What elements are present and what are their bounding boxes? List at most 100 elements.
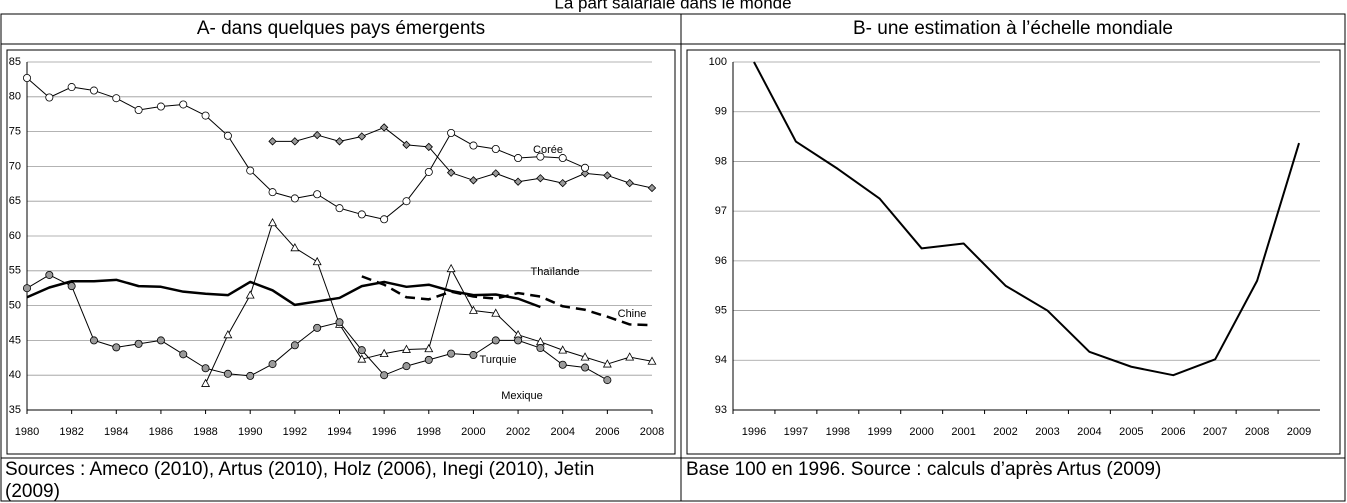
marker [491, 336, 500, 345]
chart-frame [6, 49, 676, 455]
y-tick-label: 93 [715, 404, 727, 416]
source-note: Base 100 en 1996. Source : calculs d’apr… [686, 459, 1162, 480]
panel-header: A- dans quelques pays émergents [196, 18, 486, 39]
marker [514, 336, 523, 345]
marker [313, 130, 322, 140]
marker [536, 344, 545, 353]
y-tick-label: 70 [9, 160, 21, 172]
x-tick-label: 1996 [372, 426, 396, 438]
marker [313, 323, 322, 332]
marker [268, 137, 277, 146]
series-label: Thaïlande [531, 266, 580, 278]
marker [380, 215, 389, 224]
x-tick-label: 2006 [595, 426, 619, 438]
marker [536, 152, 545, 161]
marker [335, 318, 344, 327]
y-tick-label: 75 [9, 126, 21, 138]
x-tick-label: 2002 [993, 426, 1017, 438]
marker [223, 369, 232, 378]
marker [268, 217, 278, 227]
chart-frame [686, 49, 1341, 455]
marker [22, 74, 31, 83]
y-tick-label: 35 [9, 404, 21, 416]
marker [112, 94, 121, 103]
y-tick-label: 80 [9, 91, 21, 103]
y-tick-label: 40 [9, 369, 21, 381]
y-tick-label: 100 [709, 56, 727, 68]
marker [156, 336, 165, 345]
x-tick-label: 2000 [461, 426, 485, 438]
y-tick-label: 85 [9, 56, 21, 68]
x-tick-label: 1980 [15, 426, 39, 438]
source-note: Sources : Ameco (2010), Artus (2010), Ho… [5, 459, 595, 502]
marker [312, 256, 322, 266]
marker [424, 343, 434, 353]
marker [45, 270, 54, 279]
y-tick-label: 98 [715, 155, 727, 167]
marker [536, 174, 545, 183]
marker [156, 102, 165, 111]
x-tick-label: 2007 [1203, 426, 1227, 438]
series-line [361, 275, 653, 327]
marker [246, 371, 255, 380]
marker [290, 341, 299, 350]
marker [446, 168, 456, 177]
series-label: Mexique [501, 390, 543, 402]
marker [223, 329, 233, 339]
marker [558, 360, 567, 369]
x-tick-label: 1999 [868, 426, 892, 438]
x-tick-label: 2000 [909, 426, 933, 438]
marker [357, 210, 366, 219]
marker [602, 359, 612, 368]
series-label: Chine [618, 308, 647, 320]
marker [134, 106, 143, 115]
x-tick-label: 2001 [951, 426, 975, 438]
marker [447, 128, 456, 137]
y-tick-label: 50 [9, 300, 21, 312]
marker [468, 305, 478, 314]
marker [514, 154, 523, 163]
x-tick-label: 1992 [283, 426, 307, 438]
x-tick-label: 2008 [640, 426, 664, 438]
marker [580, 352, 590, 361]
y-tick-label: 45 [9, 334, 21, 346]
y-tick-label: 60 [9, 230, 21, 242]
marker [268, 360, 277, 369]
marker [491, 308, 501, 317]
series-line [26, 77, 586, 220]
x-tick-label: 1996 [742, 426, 766, 438]
marker [179, 100, 188, 109]
marker [22, 284, 31, 293]
x-tick-label: 2004 [1077, 426, 1101, 438]
figure-title: La part salariale dans le monde [554, 0, 791, 12]
x-tick-label: 2008 [1245, 426, 1269, 438]
marker [491, 144, 500, 153]
marker [469, 176, 478, 185]
marker [402, 197, 411, 206]
marker [357, 354, 367, 363]
marker [402, 140, 411, 149]
marker [335, 137, 344, 146]
marker [558, 154, 567, 163]
marker [647, 356, 657, 365]
x-tick-label: 1998 [826, 426, 850, 438]
marker [89, 86, 98, 95]
y-tick-label: 96 [715, 255, 727, 267]
marker [67, 83, 76, 92]
marker [446, 263, 456, 273]
x-tick-label: 1990 [238, 426, 262, 438]
table-border [0, 13, 1346, 502]
marker [223, 131, 232, 140]
y-tick-label: 94 [715, 354, 727, 366]
x-tick-label: 1988 [193, 426, 217, 438]
series-line [753, 61, 1300, 377]
marker [424, 167, 433, 176]
marker [268, 188, 277, 197]
panel-header: B- une estimation à l’échelle mondiale [852, 18, 1173, 39]
marker [290, 137, 300, 146]
y-tick-label: 55 [9, 265, 21, 277]
marker [513, 177, 523, 186]
marker [379, 123, 389, 132]
series-line [272, 126, 653, 189]
